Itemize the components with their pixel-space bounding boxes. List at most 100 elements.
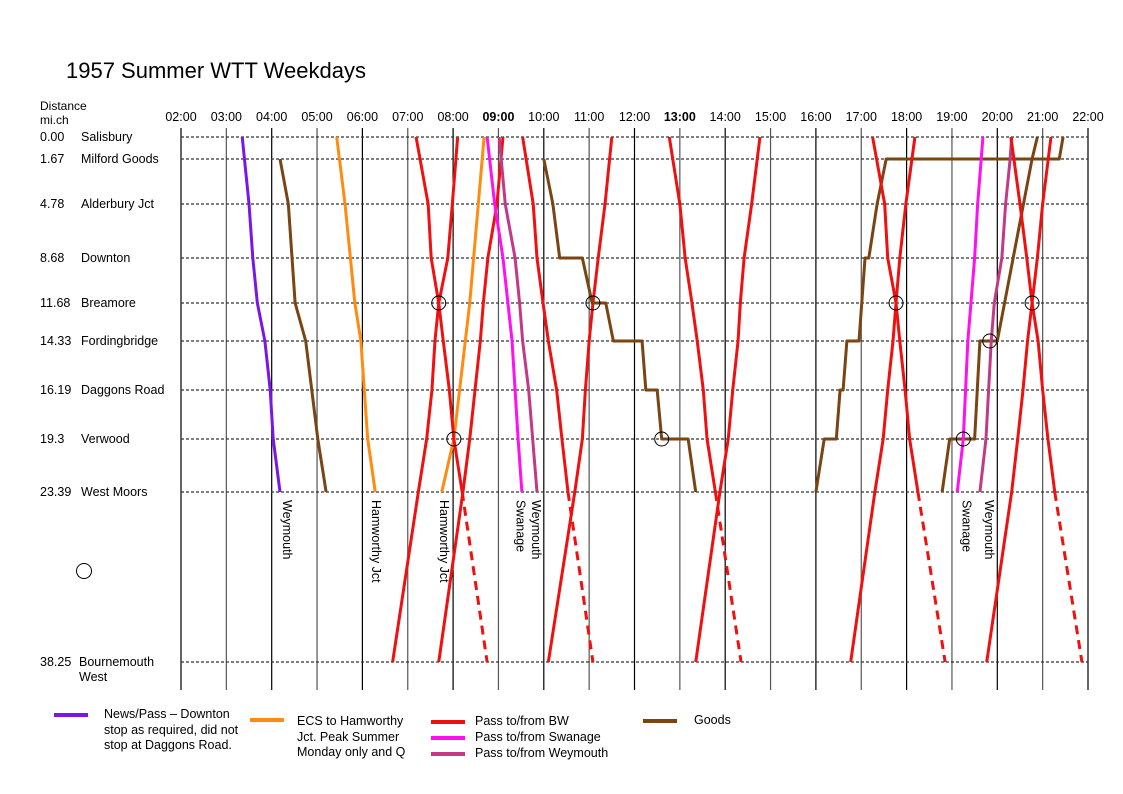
train-path-continuation — [1053, 491, 1084, 663]
time-tick-label: 15:00 — [755, 110, 786, 124]
station-name: Daggons Road — [81, 383, 164, 397]
station-mileage: 16.19 — [40, 383, 71, 397]
train-path-bw — [414, 136, 464, 493]
time-tick-label: 21:00 — [1027, 110, 1058, 124]
time-tick-label: 08:00 — [437, 110, 468, 124]
station-mileage: 23.39 — [40, 485, 71, 499]
time-tick-label: 02:00 — [165, 110, 196, 124]
crossing-marker — [431, 295, 447, 311]
train-path-bw — [871, 136, 920, 493]
time-tick-label: 13:00 — [664, 110, 696, 124]
destination-label: Hamworthy Jct — [437, 500, 451, 583]
train-path-continuation — [460, 491, 489, 663]
time-tick-label: 06:00 — [347, 110, 378, 124]
train-path-continuation — [916, 491, 947, 663]
station-mileage: 0.00 — [40, 130, 64, 144]
train-path-weymouth — [978, 136, 1014, 493]
time-tick-label: 18:00 — [891, 110, 922, 124]
legend-label-goods: Goods — [694, 713, 731, 727]
legend-label-news: News/Pass – Downton stop as required, di… — [104, 707, 239, 752]
station-name: Salisbury — [81, 130, 133, 144]
station-name: Milford Goods — [81, 152, 159, 166]
train-path-goods — [278, 158, 328, 493]
station-name: Downton — [81, 251, 130, 265]
legend-swatch-ecs — [250, 718, 284, 722]
crossing-marker — [955, 431, 971, 447]
time-tick-label: 07:00 — [392, 110, 423, 124]
station-name: Alderbury Jct — [81, 197, 154, 211]
time-tick-label: 09:00 — [482, 110, 514, 124]
train-path-bw — [985, 136, 1053, 663]
time-tick-label: 03:00 — [211, 110, 242, 124]
station-name: West Moors — [81, 485, 147, 499]
station-name: Verwood — [81, 432, 130, 446]
train-path-goods — [940, 136, 1039, 493]
destination-label: Weymouth — [280, 500, 294, 560]
train-path-bw — [1009, 136, 1057, 493]
crossing-marker — [446, 431, 462, 447]
time-tick-label: 10:00 — [528, 110, 559, 124]
station-mileage: 14.33 — [40, 334, 71, 348]
distance-unit: mi.ch — [40, 113, 69, 127]
train-path-swanage — [955, 136, 985, 493]
train-path-ecs — [440, 136, 486, 493]
legend-label-weymouth: Pass to/from Weymouth — [475, 746, 609, 760]
crossing-marker — [888, 295, 904, 311]
train-path-weymouth — [497, 136, 539, 493]
legend-swatch-swanage — [431, 736, 465, 740]
station-name: Bournemouth — [79, 655, 154, 669]
time-tick-label: 12:00 — [619, 110, 650, 124]
time-tick-label: 05:00 — [301, 110, 332, 124]
station-mileage: 4.78 — [40, 197, 64, 211]
time-tick-label: 17:00 — [846, 110, 877, 124]
time-tick-label: 20:00 — [982, 110, 1013, 124]
train-path-goods — [814, 136, 1065, 493]
crossing-marker — [654, 431, 670, 447]
train-path-bw — [546, 136, 614, 663]
time-tick-label: 11:00 — [574, 110, 604, 124]
distance-label: Distance — [40, 99, 87, 113]
crossing-marker — [1024, 295, 1040, 311]
destination-label: Hamworthy Jct — [369, 500, 383, 583]
legend-swatch-news — [54, 713, 88, 717]
destination-label: Swanage — [959, 500, 973, 552]
train-path-goods — [542, 158, 698, 493]
time-tick-label: 14:00 — [710, 110, 741, 124]
legend-label-ecs: ECS to Hamworthy Jct. Peak Summer Monday… — [297, 714, 406, 759]
legend-swatch-goods — [643, 719, 677, 723]
station-name: Fordingbridge — [81, 334, 158, 348]
crossing-marker — [982, 333, 998, 349]
legend-swatch-weymouth — [431, 752, 465, 756]
destination-label: Weymouth — [982, 500, 996, 560]
crossing-key-marker — [76, 563, 92, 579]
time-tick-label: 04:00 — [256, 110, 287, 124]
station-name-line2: West — [79, 670, 108, 684]
station-mileage: 1.67 — [40, 152, 64, 166]
legend-label-swanage: Pass to/from Swanage — [475, 730, 601, 744]
time-tick-label: 19:00 — [936, 110, 967, 124]
train-path-news — [240, 136, 282, 493]
legend-label-bw: Pass to/from BW — [475, 714, 569, 728]
destination-label: Swanage — [513, 500, 527, 552]
train-path-continuation — [566, 491, 595, 663]
distance-header: Distance mi.ch — [40, 99, 87, 127]
station-mileage: 11.68 — [40, 296, 70, 310]
train-path-bw — [521, 136, 570, 493]
station-name: Breamore — [81, 296, 136, 310]
train-path-continuation — [713, 491, 743, 663]
train-path-bw — [694, 136, 762, 663]
station-mileage: 8.68 — [40, 251, 64, 265]
destination-label: Weymouth — [529, 500, 543, 560]
station-mileage: 38.25 — [40, 655, 71, 669]
station-mileage: 19.3 — [40, 432, 64, 446]
train-path-bw — [391, 136, 460, 663]
train-path-ecs — [335, 136, 377, 493]
train-path-swanage — [485, 136, 524, 493]
crossing-marker — [585, 295, 601, 311]
train-path-bw — [437, 136, 505, 663]
train-path-bw — [667, 136, 717, 493]
diagram-title: 1957 Summer WTT Weekdays — [66, 58, 366, 83]
time-tick-label: 22:00 — [1072, 110, 1103, 124]
train-path-bw — [849, 136, 917, 663]
